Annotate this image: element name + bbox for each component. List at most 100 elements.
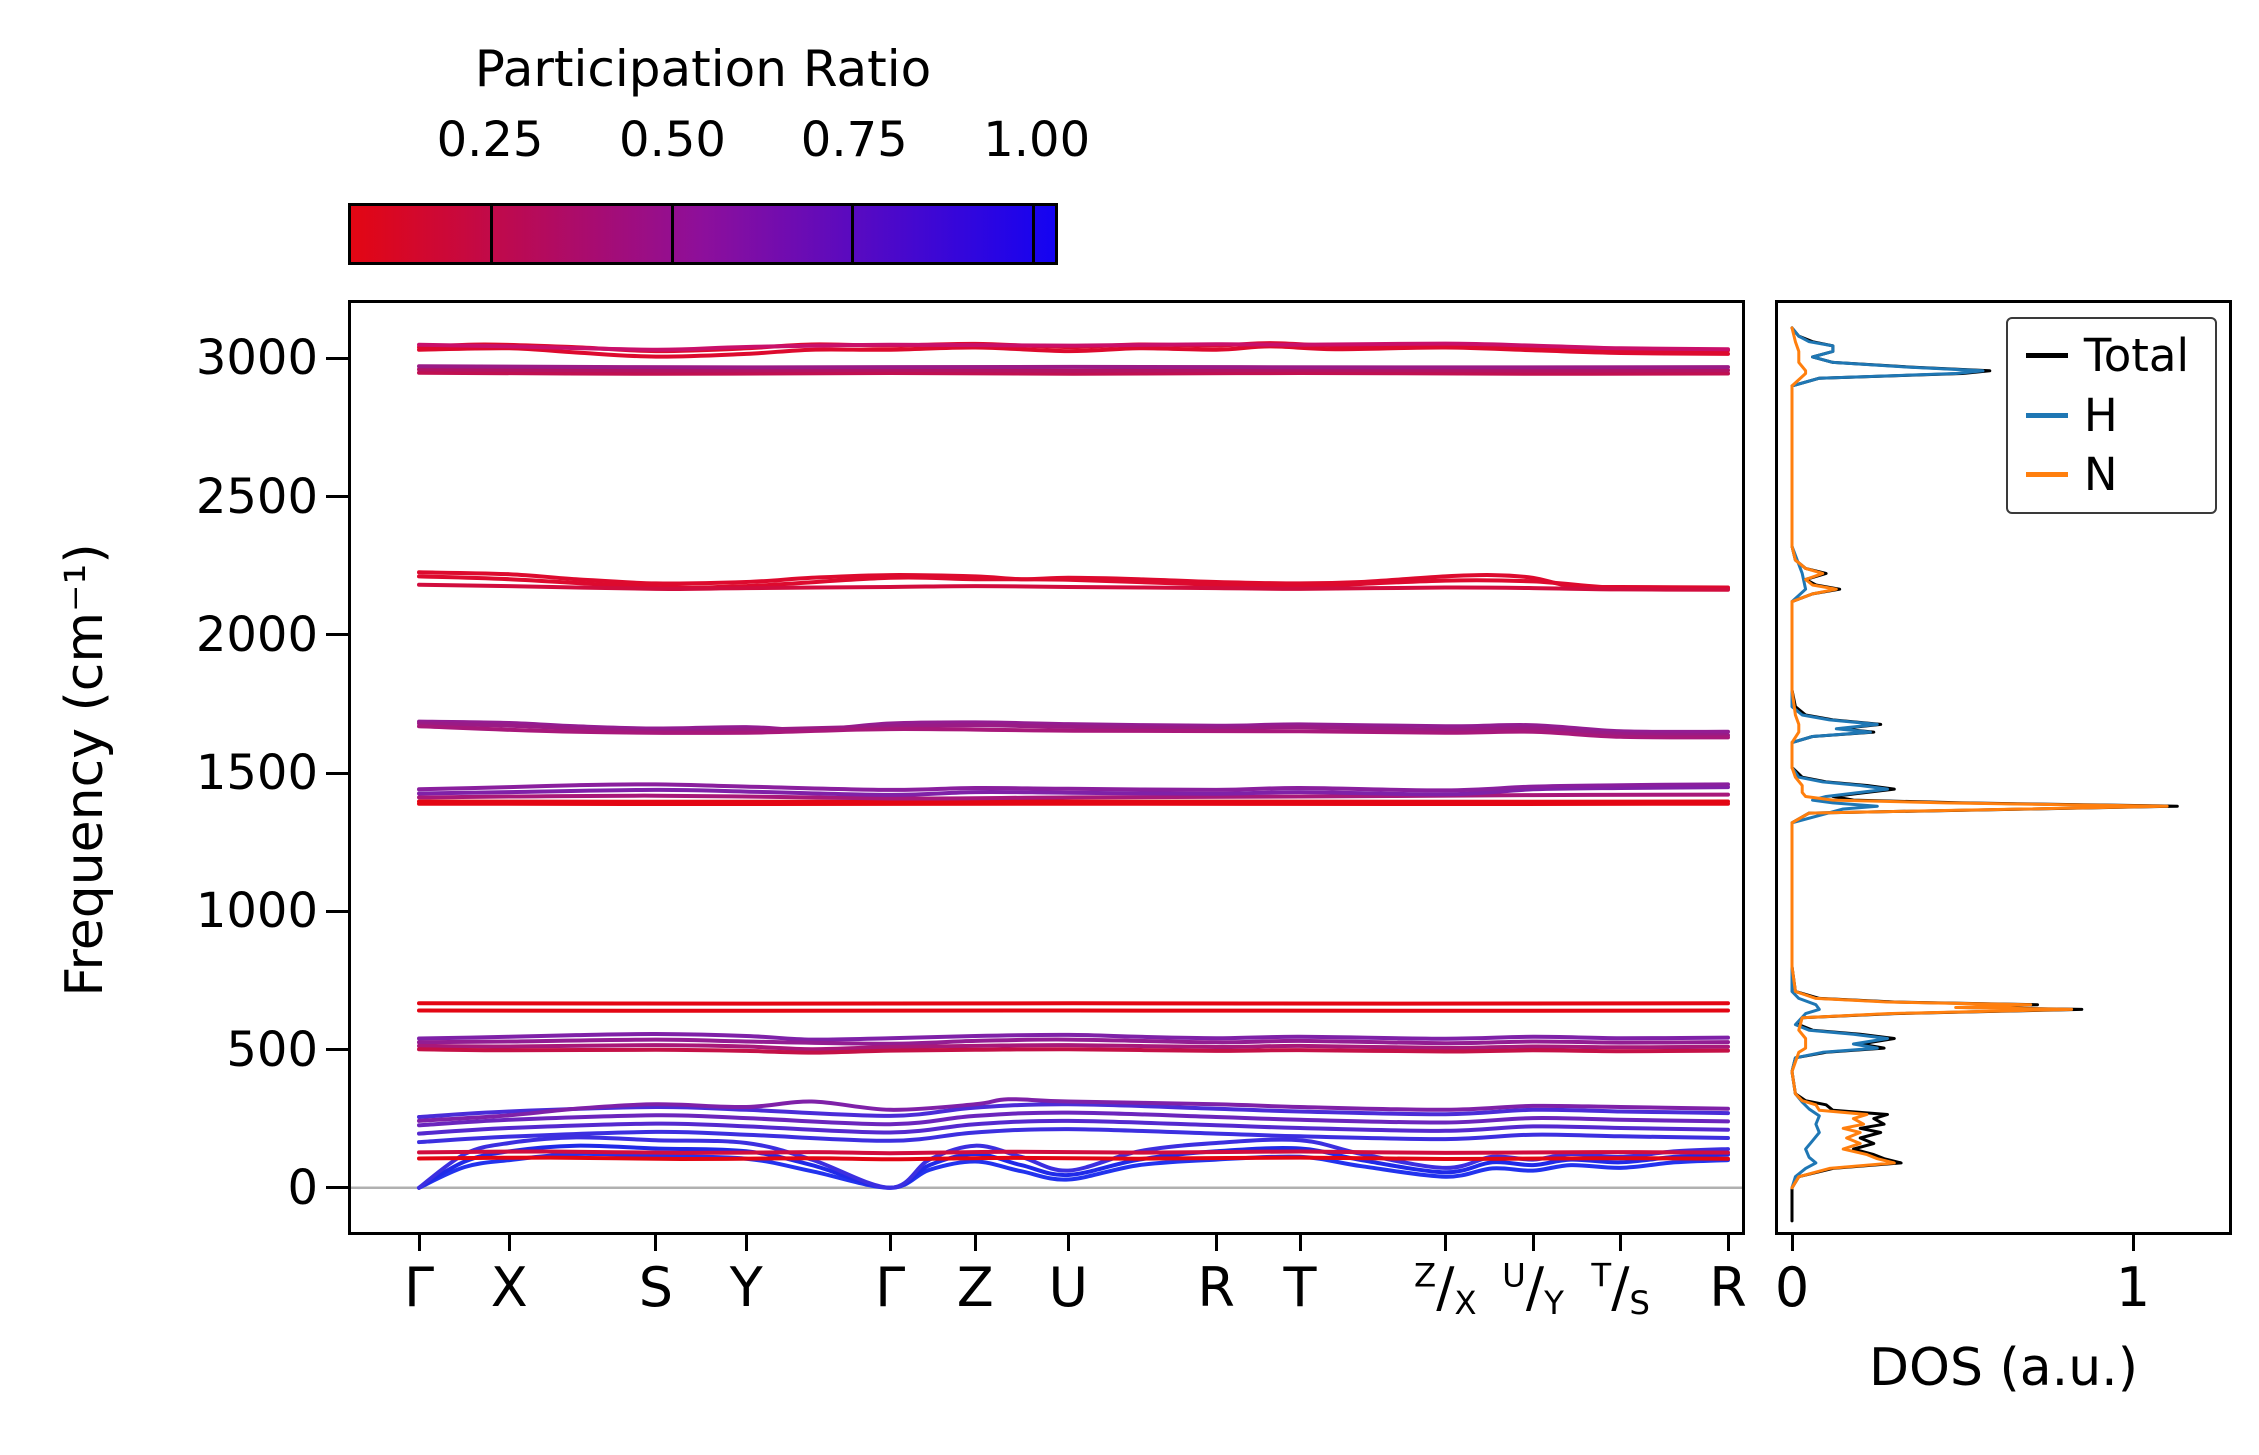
colorbar-tick-label: 0.50 xyxy=(619,112,726,168)
dos-curve-n xyxy=(1790,326,2169,1190)
kpoint-start-label: Y xyxy=(1544,1284,1564,1323)
dos-x-tick-mark xyxy=(1790,1235,1794,1251)
x-tick-mark xyxy=(1619,1235,1623,1251)
x-tick-label: Y xyxy=(729,1256,763,1319)
kpoint-start-label: X xyxy=(1454,1284,1477,1323)
colorbar-tick-mark xyxy=(671,206,675,262)
x-tick-label: Γ xyxy=(875,1256,906,1319)
legend-line-sample-total xyxy=(2025,353,2068,359)
phonon-band xyxy=(417,1149,1730,1156)
colorbar-title: Participation Ratio xyxy=(474,40,932,98)
y-tick-mark xyxy=(326,495,348,498)
y-tick-mark xyxy=(326,1048,348,1051)
legend-item-h: H xyxy=(2025,388,2189,442)
band-structure-plot xyxy=(351,341,1742,1190)
x-tick-mark xyxy=(1066,1235,1070,1251)
y-tick-label: 2000 xyxy=(195,606,318,663)
legend-label-total: Total xyxy=(2083,329,2189,382)
x-tick-label: T/S xyxy=(1591,1256,1650,1323)
phonon-band xyxy=(417,364,1730,370)
x-tick-label: R xyxy=(1197,1256,1235,1319)
colorbar-tick-mark xyxy=(851,206,855,262)
x-tick-label: U xyxy=(1048,1256,1089,1319)
x-tick-label: S xyxy=(638,1256,674,1319)
dos-legend: Total H N xyxy=(2005,317,2217,514)
x-tick-label: Z xyxy=(956,1256,994,1319)
y-tick-label: 2500 xyxy=(195,468,318,525)
legend-line-sample-h xyxy=(2025,412,2068,418)
phonon-band xyxy=(417,1151,1730,1190)
legend-line-sample-n xyxy=(2025,472,2068,478)
y-tick-label: 1000 xyxy=(195,883,318,940)
x-tick-mark xyxy=(417,1235,421,1251)
colorbar-tick-mark xyxy=(1032,206,1036,262)
x-tick-mark xyxy=(654,1235,658,1251)
dos-axis-label: DOS (a.u.) xyxy=(1869,1338,2138,1398)
phonon-band xyxy=(417,724,1730,740)
kpoint-start-label: S xyxy=(1629,1284,1650,1323)
kpoint-end-label: Z xyxy=(1413,1256,1437,1295)
phonon-band xyxy=(417,1143,1730,1190)
phonon-band xyxy=(417,1127,1730,1145)
phonon-band xyxy=(417,1097,1730,1123)
legend-item-total: Total xyxy=(2025,329,2189,382)
y-tick-label: 0 xyxy=(287,1159,318,1216)
phonon-band xyxy=(417,785,1730,797)
x-tick-label: R xyxy=(1709,1256,1747,1319)
x-tick-mark xyxy=(1531,1235,1535,1251)
y-tick-mark xyxy=(326,909,348,913)
phonon-band xyxy=(417,792,1730,801)
phonon-band xyxy=(417,1118,1730,1136)
phonon-band xyxy=(417,582,1730,592)
phonon-band xyxy=(417,1043,1730,1052)
y-tick-mark xyxy=(326,356,348,360)
colorbar-tick-mark xyxy=(490,206,494,262)
kpoint-end-label: T xyxy=(1591,1256,1612,1295)
colorbar-gradient-bar xyxy=(348,203,1058,265)
phonon-band xyxy=(417,570,1730,590)
dos-curve-h xyxy=(1790,326,1985,1190)
phonon-band xyxy=(417,1102,1730,1119)
phonon-band xyxy=(417,341,1730,352)
x-tick-label: Z/X xyxy=(1413,1256,1477,1323)
frequency-axis-label: Frequency (cm⁻¹) xyxy=(55,543,115,997)
phonon-band xyxy=(417,1031,1730,1042)
phonon-band xyxy=(417,719,1730,734)
y-tick-mark xyxy=(326,633,348,637)
legend-label-h: H xyxy=(2083,388,2118,442)
x-tick-mark xyxy=(507,1235,511,1251)
phonon-band xyxy=(417,1037,1730,1046)
dos-plot xyxy=(1790,326,2179,1223)
x-tick-label: U/Y xyxy=(1502,1256,1564,1323)
colorbar-tick-label: 0.75 xyxy=(800,112,908,168)
phonon-band xyxy=(417,344,1730,359)
dos-x-tick-label: 1 xyxy=(2115,1256,2151,1319)
band-structure-panel xyxy=(348,300,1745,1235)
legend-label-n: N xyxy=(2083,448,2118,501)
y-tick-mark xyxy=(326,771,348,775)
dos-panel: Total H N xyxy=(1775,300,2232,1235)
x-tick-mark xyxy=(888,1235,892,1251)
x-tick-label: X xyxy=(490,1256,528,1319)
colorbar-tick-label: 0.25 xyxy=(436,112,544,168)
colorbar-tick-label: 1.00 xyxy=(983,112,1091,168)
y-tick-mark xyxy=(326,1186,348,1190)
phonon-band xyxy=(417,1047,1730,1055)
y-tick-label: 3000 xyxy=(195,330,318,387)
kpoint-end-label: U xyxy=(1502,1256,1526,1295)
dos-x-tick-label: 0 xyxy=(1774,1256,1810,1319)
y-tick-label: 1500 xyxy=(195,745,318,801)
x-tick-mark xyxy=(744,1235,748,1251)
x-tick-mark xyxy=(1298,1235,1302,1251)
x-tick-label: Γ xyxy=(403,1256,435,1319)
x-tick-label: T xyxy=(1283,1256,1317,1319)
phonon-band xyxy=(417,367,1730,373)
dos-x-tick-mark xyxy=(2131,1235,2135,1251)
x-tick-mark xyxy=(973,1235,977,1251)
x-tick-mark xyxy=(1443,1235,1447,1251)
legend-item-n: N xyxy=(2025,448,2189,501)
x-tick-mark xyxy=(1214,1235,1218,1251)
x-tick-mark xyxy=(1726,1235,1730,1251)
phonon-band xyxy=(417,782,1730,793)
